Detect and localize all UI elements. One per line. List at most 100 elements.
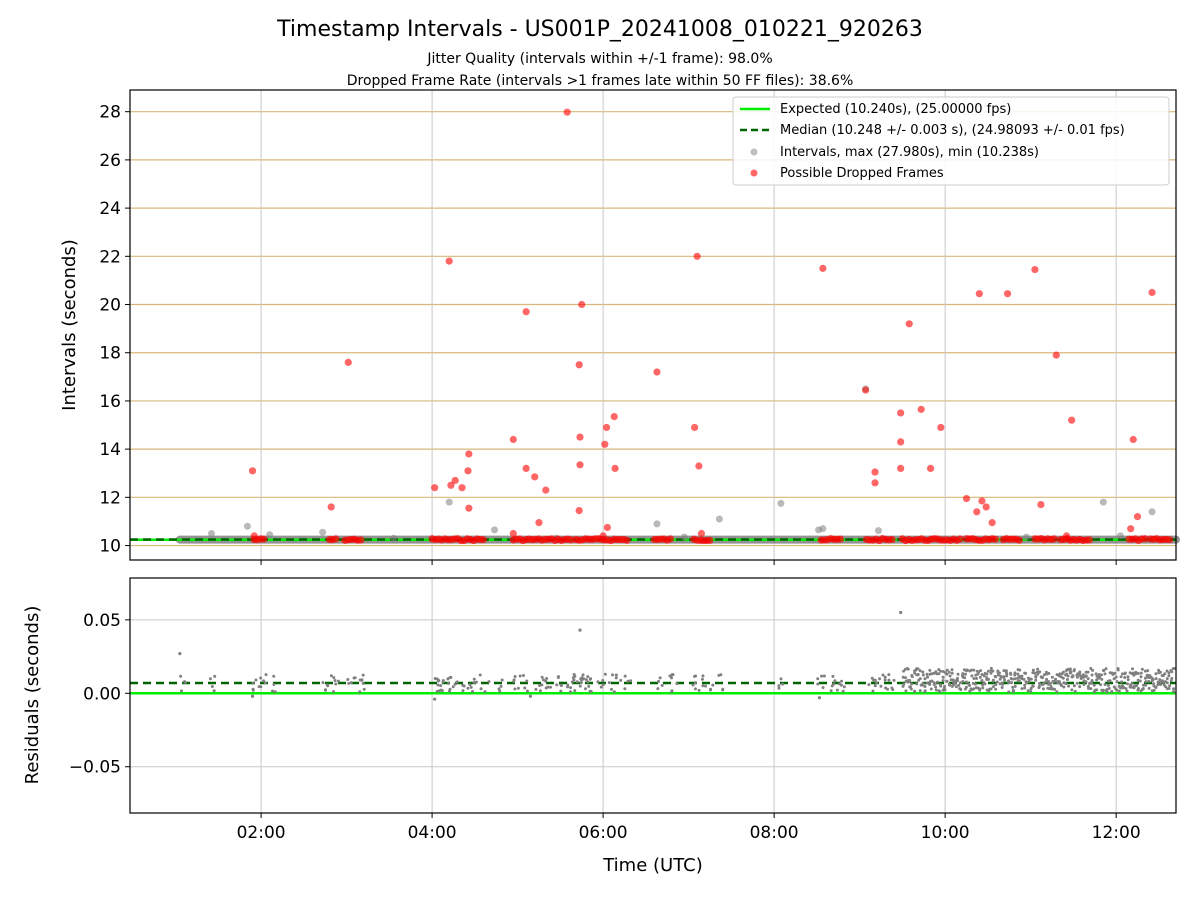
residual-point <box>1037 684 1041 688</box>
x-tick-label: 10:00 <box>921 823 970 843</box>
residual-point <box>1125 682 1129 686</box>
residuals-y-tick-label: 0.05 <box>83 611 121 631</box>
residual-point <box>1061 676 1065 680</box>
residual-point <box>887 673 891 677</box>
residual-point <box>948 674 952 678</box>
residual-point <box>208 677 212 681</box>
residual-point <box>516 686 520 690</box>
dropped-frame-point <box>1015 536 1023 544</box>
residual-point <box>336 679 340 683</box>
dropped-frame-point <box>905 320 913 328</box>
residual-outlier-point <box>578 628 582 632</box>
residual-point <box>333 679 337 683</box>
residual-point <box>1117 689 1121 693</box>
residual-point <box>570 680 574 684</box>
residual-point <box>1138 679 1142 683</box>
residual-point <box>1134 670 1138 674</box>
residual-point <box>1092 683 1096 687</box>
residual-point <box>941 669 945 673</box>
residual-point <box>499 684 503 688</box>
interval-point <box>815 526 823 534</box>
residual-point <box>461 683 465 687</box>
residual-point <box>950 671 954 675</box>
residual-outlier-point <box>433 697 437 701</box>
residual-point <box>1143 669 1147 673</box>
residual-point <box>1136 688 1140 692</box>
residual-point <box>361 673 365 677</box>
residual-point <box>1107 687 1111 691</box>
residual-point <box>1132 686 1136 690</box>
dropped-frame-point <box>1050 535 1058 543</box>
dropped-frame-point <box>653 368 661 376</box>
residual-point <box>901 675 905 679</box>
legend-box <box>732 96 1170 186</box>
residual-point <box>579 681 583 685</box>
residual-point <box>1066 674 1070 678</box>
residual-point <box>1099 683 1103 687</box>
residual-point <box>902 682 906 686</box>
dropped-frame-point <box>522 308 530 316</box>
residual-point <box>1172 687 1176 691</box>
intervals-y-tick-label: 14 <box>99 440 121 460</box>
residual-point <box>1036 667 1040 671</box>
residual-point <box>1054 677 1058 681</box>
residual-point <box>969 668 973 672</box>
residual-point <box>1003 678 1007 682</box>
residual-point <box>1101 668 1105 672</box>
residual-point <box>910 682 914 686</box>
residual-point <box>980 672 984 676</box>
residual-point <box>777 684 781 688</box>
residual-point <box>950 668 954 672</box>
residual-point <box>1123 672 1127 676</box>
residual-point <box>879 684 883 688</box>
residual-point <box>213 674 217 678</box>
residual-point <box>701 674 705 678</box>
residual-point <box>614 673 618 677</box>
residual-point <box>1101 688 1105 692</box>
residual-point <box>1172 690 1176 694</box>
residual-point <box>928 682 932 686</box>
residual-point <box>449 675 453 679</box>
residual-point <box>1018 668 1022 672</box>
interval-point <box>445 498 453 506</box>
residual-point <box>525 679 529 683</box>
residual-point <box>934 688 938 692</box>
residual-point <box>326 684 330 688</box>
residual-point <box>1035 670 1039 674</box>
residual-point <box>675 682 679 686</box>
dropped-frame-point <box>260 535 268 543</box>
residual-point <box>1104 667 1108 671</box>
residual-point <box>942 686 946 690</box>
residual-point <box>1049 681 1053 685</box>
dropped-frame-point <box>693 252 701 260</box>
residual-point <box>1090 673 1094 677</box>
residual-point <box>711 683 715 687</box>
residual-point <box>1147 686 1151 690</box>
residual-point <box>697 688 701 692</box>
residual-point <box>555 683 559 687</box>
dropped-frame-point <box>576 461 584 469</box>
dropped-frame-point <box>695 462 703 470</box>
residual-point <box>779 677 783 681</box>
residual-point <box>904 689 908 693</box>
residual-point <box>1154 677 1158 681</box>
residual-point <box>1157 668 1161 672</box>
residual-point <box>875 681 879 685</box>
dropped-frame-point <box>576 433 584 441</box>
residual-point <box>968 689 972 693</box>
residual-point <box>572 678 576 682</box>
residual-point <box>1079 674 1083 678</box>
residual-point <box>878 677 882 681</box>
interval-point <box>680 533 688 541</box>
residual-point <box>660 684 664 688</box>
residual-point <box>1151 678 1155 682</box>
interval-point <box>715 515 723 523</box>
residual-point <box>904 676 908 680</box>
residual-point <box>619 678 623 682</box>
residual-point <box>1053 687 1057 691</box>
intervals-y-tick-label: 26 <box>99 151 121 171</box>
residual-point <box>656 687 660 691</box>
residual-point <box>1156 680 1160 684</box>
residual-point <box>1086 670 1090 674</box>
